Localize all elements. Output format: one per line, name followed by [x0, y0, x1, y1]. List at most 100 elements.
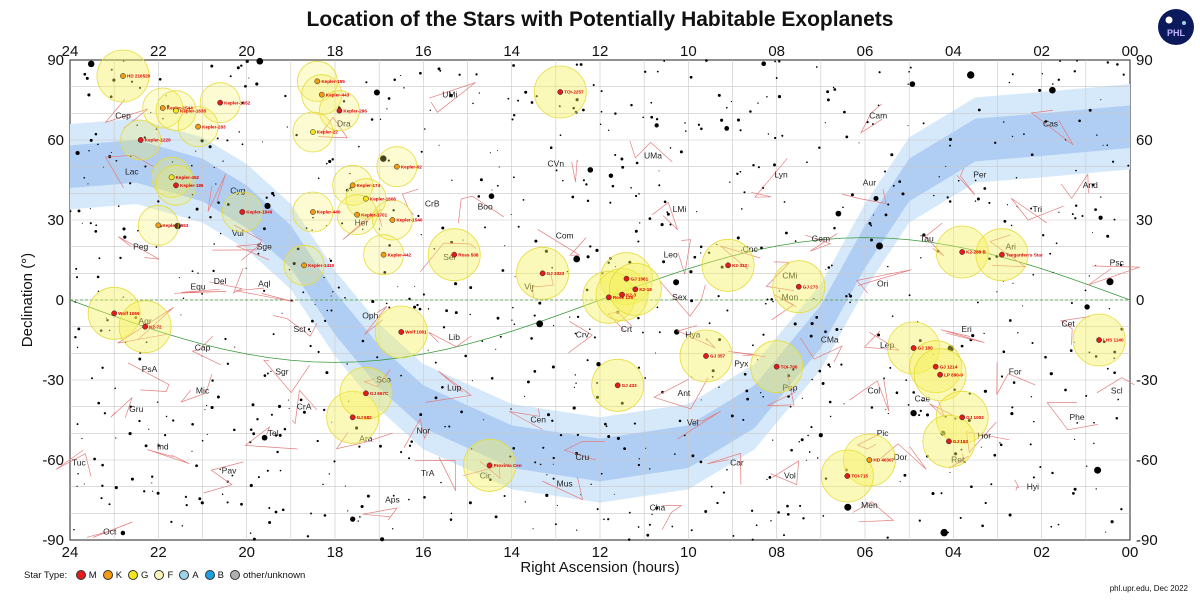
- background-star: [102, 166, 104, 168]
- background-star: [266, 469, 269, 472]
- background-star: [507, 97, 510, 100]
- background-star: [333, 460, 336, 463]
- background-star: [488, 193, 495, 200]
- background-star: [188, 216, 191, 219]
- background-star: [576, 433, 580, 437]
- background-star: [645, 447, 647, 449]
- background-star: [736, 236, 740, 240]
- constellation-label: Psc: [1110, 257, 1125, 267]
- background-star: [658, 331, 661, 334]
- background-star: [392, 209, 395, 212]
- planet-host-star: [318, 91, 325, 98]
- dec-tick-right: 30: [1136, 212, 1153, 229]
- background-star: [551, 365, 555, 369]
- planet-host-star: [773, 363, 780, 370]
- planet-host-label: HD 216520: [127, 74, 151, 79]
- constellation-label: CVn: [548, 159, 565, 169]
- logo-text: PHL: [1167, 28, 1186, 38]
- background-star: [818, 433, 823, 438]
- background-star: [722, 491, 725, 494]
- background-star: [454, 311, 458, 315]
- background-star: [1113, 218, 1116, 221]
- constellation-label: Car: [730, 457, 744, 467]
- background-star: [536, 320, 544, 328]
- planet-host-label: Kepler-1652: [224, 100, 250, 105]
- background-star: [745, 389, 749, 393]
- constellation-label: Gem: [812, 233, 830, 243]
- background-star: [270, 413, 273, 416]
- constellation-label: Cen: [530, 415, 546, 425]
- background-star: [639, 222, 641, 224]
- constellation-line: [117, 236, 160, 260]
- background-star: [809, 334, 813, 338]
- background-star: [206, 433, 208, 436]
- background-star: [210, 64, 214, 68]
- constellation-label: Cep: [115, 111, 131, 121]
- background-star: [392, 494, 395, 497]
- planet-host-star: [539, 270, 546, 277]
- background-star: [596, 508, 599, 511]
- background-star: [628, 511, 631, 514]
- background-star: [655, 118, 659, 121]
- constellation-label: Sge: [257, 241, 272, 251]
- background-star: [307, 328, 311, 331]
- background-star: [582, 179, 585, 182]
- background-star: [366, 494, 370, 498]
- constellation-line: [720, 245, 761, 270]
- constellation-label: Sgr: [275, 367, 288, 377]
- constellation-label: Vel: [687, 417, 699, 427]
- background-star: [278, 433, 282, 437]
- background-star: [114, 486, 118, 490]
- background-star: [751, 344, 754, 347]
- background-star: [637, 366, 641, 369]
- background-star: [552, 456, 555, 460]
- ra-tick-top: 04: [945, 43, 962, 60]
- background-star: [312, 216, 314, 219]
- constellation-label: Crv: [576, 329, 590, 339]
- constellation-label: Com: [556, 231, 574, 241]
- background-star: [517, 99, 520, 102]
- background-star: [427, 308, 430, 310]
- constellation-label: Lib: [449, 332, 461, 342]
- background-star: [378, 228, 381, 230]
- background-star: [772, 300, 774, 303]
- background-star: [417, 214, 420, 218]
- background-star: [157, 444, 160, 447]
- background-star: [150, 112, 152, 114]
- background-star: [810, 426, 813, 429]
- background-star: [983, 389, 988, 393]
- background-star: [642, 116, 645, 119]
- background-star: [938, 176, 940, 178]
- background-star: [800, 438, 804, 442]
- constellation-label: Pic: [877, 428, 890, 438]
- ra-tick-bottom: 22: [150, 544, 167, 561]
- planet-host-label: Kepler-1540: [396, 218, 422, 223]
- background-star: [1051, 83, 1054, 85]
- background-star: [1113, 350, 1117, 354]
- background-star: [717, 295, 720, 298]
- background-star: [593, 336, 596, 339]
- background-star: [616, 436, 620, 440]
- constellation-line: [652, 201, 678, 231]
- background-star: [599, 123, 602, 125]
- background-star: [898, 180, 902, 183]
- background-star: [773, 136, 777, 140]
- background-star: [1031, 341, 1034, 345]
- legend-swatch: [128, 570, 139, 581]
- background-star: [559, 134, 562, 137]
- background-star: [77, 209, 81, 213]
- background-star: [770, 298, 773, 301]
- background-star: [654, 352, 657, 354]
- background-star: [1108, 307, 1111, 310]
- background-star: [590, 483, 592, 485]
- background-star: [233, 428, 236, 432]
- background-star: [613, 493, 615, 495]
- ra-tick-top: 24: [62, 43, 79, 60]
- background-star: [97, 290, 100, 293]
- dec-tick-left: 0: [56, 292, 64, 309]
- background-star: [355, 426, 359, 430]
- background-star: [1038, 88, 1042, 92]
- background-star: [742, 418, 745, 421]
- background-star: [596, 381, 599, 384]
- dec-tick-right: -90: [1136, 532, 1158, 549]
